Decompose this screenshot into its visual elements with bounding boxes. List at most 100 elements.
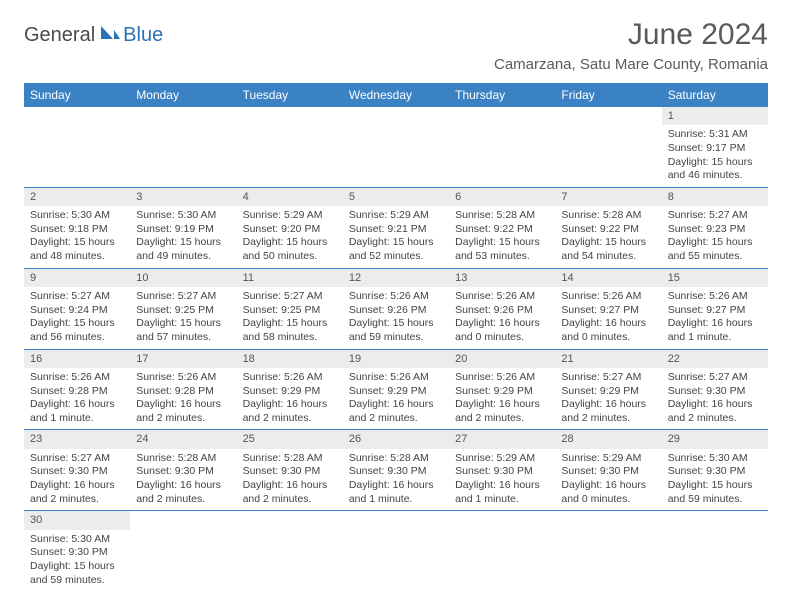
day-details: Sunrise: 5:27 AMSunset: 9:30 PMDaylight:…: [24, 449, 130, 511]
calendar-cell: [130, 511, 236, 591]
day-details: Sunrise: 5:28 AMSunset: 9:30 PMDaylight:…: [237, 449, 343, 511]
day-number: 5: [343, 188, 449, 206]
day-number: 12: [343, 269, 449, 287]
calendar-cell: 20Sunrise: 5:26 AMSunset: 9:29 PMDayligh…: [449, 349, 555, 430]
day-details: Sunrise: 5:26 AMSunset: 9:28 PMDaylight:…: [130, 368, 236, 430]
day-number: 17: [130, 350, 236, 368]
calendar-cell: 22Sunrise: 5:27 AMSunset: 9:30 PMDayligh…: [662, 349, 768, 430]
day-details: Sunrise: 5:26 AMSunset: 9:26 PMDaylight:…: [449, 287, 555, 349]
calendar-cell: 6Sunrise: 5:28 AMSunset: 9:22 PMDaylight…: [449, 187, 555, 268]
calendar-cell: [237, 511, 343, 591]
day-details: Sunrise: 5:29 AMSunset: 9:30 PMDaylight:…: [555, 449, 661, 511]
calendar-cell: 9Sunrise: 5:27 AMSunset: 9:24 PMDaylight…: [24, 268, 130, 349]
calendar-row: 30Sunrise: 5:30 AMSunset: 9:30 PMDayligh…: [24, 511, 768, 591]
day-details: Sunrise: 5:26 AMSunset: 9:28 PMDaylight:…: [24, 368, 130, 430]
calendar-cell: [24, 107, 130, 187]
day-number: 13: [449, 269, 555, 287]
calendar-header: SundayMondayTuesdayWednesdayThursdayFrid…: [24, 83, 768, 107]
calendar-cell: 7Sunrise: 5:28 AMSunset: 9:22 PMDaylight…: [555, 187, 661, 268]
day-details: Sunrise: 5:26 AMSunset: 9:26 PMDaylight:…: [343, 287, 449, 349]
calendar-body: 1Sunrise: 5:31 AMSunset: 9:17 PMDaylight…: [24, 107, 768, 591]
day-details: Sunrise: 5:29 AMSunset: 9:30 PMDaylight:…: [449, 449, 555, 511]
day-number: 20: [449, 350, 555, 368]
calendar-cell: 2Sunrise: 5:30 AMSunset: 9:18 PMDaylight…: [24, 187, 130, 268]
day-details: Sunrise: 5:27 AMSunset: 9:25 PMDaylight:…: [130, 287, 236, 349]
calendar-row: 2Sunrise: 5:30 AMSunset: 9:18 PMDaylight…: [24, 187, 768, 268]
calendar-cell: [662, 511, 768, 591]
calendar-row: 9Sunrise: 5:27 AMSunset: 9:24 PMDaylight…: [24, 268, 768, 349]
calendar-cell: 15Sunrise: 5:26 AMSunset: 9:27 PMDayligh…: [662, 268, 768, 349]
day-number: 25: [237, 430, 343, 448]
day-details: Sunrise: 5:27 AMSunset: 9:25 PMDaylight:…: [237, 287, 343, 349]
day-number: 23: [24, 430, 130, 448]
day-number: 29: [662, 430, 768, 448]
weekday-header: Sunday: [24, 83, 130, 107]
day-number: 19: [343, 350, 449, 368]
calendar-cell: 11Sunrise: 5:27 AMSunset: 9:25 PMDayligh…: [237, 268, 343, 349]
calendar-cell: [555, 511, 661, 591]
calendar-cell: 18Sunrise: 5:26 AMSunset: 9:29 PMDayligh…: [237, 349, 343, 430]
weekday-header: Thursday: [449, 83, 555, 107]
calendar-cell: 19Sunrise: 5:26 AMSunset: 9:29 PMDayligh…: [343, 349, 449, 430]
calendar-cell: 30Sunrise: 5:30 AMSunset: 9:30 PMDayligh…: [24, 511, 130, 591]
day-number: 1: [662, 107, 768, 125]
calendar-row: 16Sunrise: 5:26 AMSunset: 9:28 PMDayligh…: [24, 349, 768, 430]
day-number: 9: [24, 269, 130, 287]
day-details: Sunrise: 5:26 AMSunset: 9:29 PMDaylight:…: [449, 368, 555, 430]
location: Camarzana, Satu Mare County, Romania: [494, 56, 768, 73]
calendar-cell: 10Sunrise: 5:27 AMSunset: 9:25 PMDayligh…: [130, 268, 236, 349]
day-details: Sunrise: 5:28 AMSunset: 9:30 PMDaylight:…: [343, 449, 449, 511]
calendar-cell: [449, 511, 555, 591]
day-details: Sunrise: 5:28 AMSunset: 9:22 PMDaylight:…: [555, 206, 661, 268]
day-details: Sunrise: 5:28 AMSunset: 9:22 PMDaylight:…: [449, 206, 555, 268]
day-details: Sunrise: 5:30 AMSunset: 9:19 PMDaylight:…: [130, 206, 236, 268]
day-number: 28: [555, 430, 661, 448]
calendar-row: 23Sunrise: 5:27 AMSunset: 9:30 PMDayligh…: [24, 430, 768, 511]
calendar-cell: 3Sunrise: 5:30 AMSunset: 9:19 PMDaylight…: [130, 187, 236, 268]
header: General Blue June 2024 Camarzana, Satu M…: [24, 18, 768, 73]
calendar-table: SundayMondayTuesdayWednesdayThursdayFrid…: [24, 83, 768, 591]
day-number: 11: [237, 269, 343, 287]
title-block: June 2024 Camarzana, Satu Mare County, R…: [494, 18, 768, 73]
weekday-header: Monday: [130, 83, 236, 107]
day-number: 10: [130, 269, 236, 287]
calendar-cell: [555, 107, 661, 187]
calendar-cell: 25Sunrise: 5:28 AMSunset: 9:30 PMDayligh…: [237, 430, 343, 511]
day-number: 27: [449, 430, 555, 448]
day-details: Sunrise: 5:30 AMSunset: 9:30 PMDaylight:…: [24, 530, 130, 592]
day-details: Sunrise: 5:31 AMSunset: 9:17 PMDaylight:…: [662, 125, 768, 187]
day-number: 30: [24, 511, 130, 529]
calendar-cell: [237, 107, 343, 187]
calendar-cell: 24Sunrise: 5:28 AMSunset: 9:30 PMDayligh…: [130, 430, 236, 511]
day-details: Sunrise: 5:29 AMSunset: 9:21 PMDaylight:…: [343, 206, 449, 268]
day-number: 22: [662, 350, 768, 368]
day-details: Sunrise: 5:27 AMSunset: 9:29 PMDaylight:…: [555, 368, 661, 430]
day-number: 3: [130, 188, 236, 206]
weekday-header: Wednesday: [343, 83, 449, 107]
calendar-cell: 17Sunrise: 5:26 AMSunset: 9:28 PMDayligh…: [130, 349, 236, 430]
calendar-cell: 27Sunrise: 5:29 AMSunset: 9:30 PMDayligh…: [449, 430, 555, 511]
day-details: Sunrise: 5:30 AMSunset: 9:18 PMDaylight:…: [24, 206, 130, 268]
logo: General Blue: [24, 24, 163, 47]
day-number: 14: [555, 269, 661, 287]
day-details: Sunrise: 5:27 AMSunset: 9:23 PMDaylight:…: [662, 206, 768, 268]
day-number: 2: [24, 188, 130, 206]
logo-text-general: General: [24, 24, 95, 47]
calendar-cell: 8Sunrise: 5:27 AMSunset: 9:23 PMDaylight…: [662, 187, 768, 268]
sail-icon: [99, 24, 121, 47]
calendar-cell: [343, 511, 449, 591]
calendar-cell: 16Sunrise: 5:26 AMSunset: 9:28 PMDayligh…: [24, 349, 130, 430]
weekday-header: Saturday: [662, 83, 768, 107]
day-number: 15: [662, 269, 768, 287]
calendar-cell: 5Sunrise: 5:29 AMSunset: 9:21 PMDaylight…: [343, 187, 449, 268]
calendar-cell: [130, 107, 236, 187]
logo-text-blue: Blue: [123, 24, 163, 47]
day-details: Sunrise: 5:29 AMSunset: 9:20 PMDaylight:…: [237, 206, 343, 268]
day-number: 4: [237, 188, 343, 206]
calendar-cell: 28Sunrise: 5:29 AMSunset: 9:30 PMDayligh…: [555, 430, 661, 511]
calendar-cell: 4Sunrise: 5:29 AMSunset: 9:20 PMDaylight…: [237, 187, 343, 268]
day-details: Sunrise: 5:26 AMSunset: 9:27 PMDaylight:…: [555, 287, 661, 349]
day-number: 6: [449, 188, 555, 206]
calendar-cell: 23Sunrise: 5:27 AMSunset: 9:30 PMDayligh…: [24, 430, 130, 511]
day-details: Sunrise: 5:26 AMSunset: 9:29 PMDaylight:…: [237, 368, 343, 430]
